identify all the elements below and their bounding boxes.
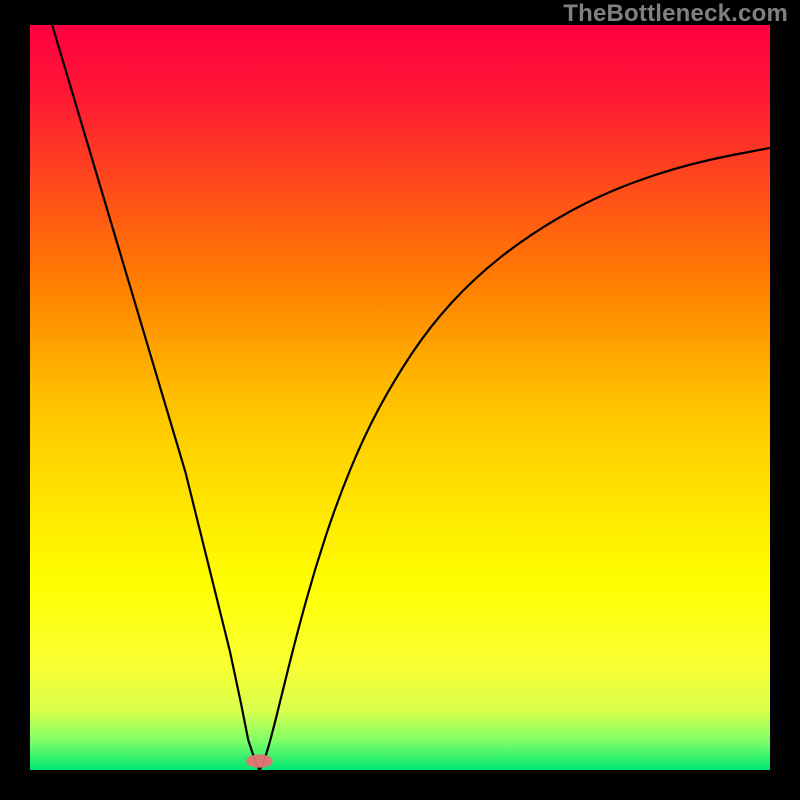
chart-frame: TheBottleneck.com <box>0 0 800 800</box>
gradient-background <box>30 25 770 770</box>
bottleneck-marker <box>246 754 273 767</box>
plot-area <box>30 25 770 770</box>
watermark-text: TheBottleneck.com <box>563 0 788 28</box>
plot-svg <box>30 25 770 770</box>
